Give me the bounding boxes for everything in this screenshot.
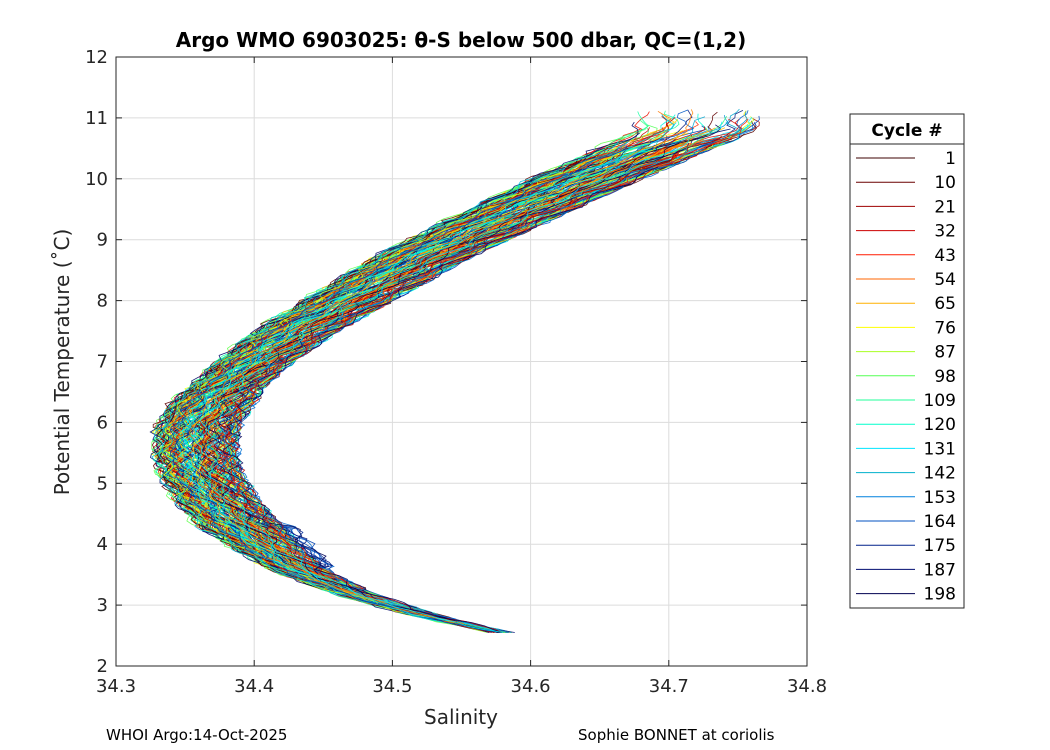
legend-label: 98 [934,367,956,387]
legend-label: 109 [924,391,956,411]
cycle-profile-line [169,127,664,585]
legend-label: 198 [924,585,956,605]
y-tick-label: 6 [97,412,108,433]
profile-lines [149,108,760,633]
legend-label: 43 [934,246,956,266]
chart-title: Argo WMO 6903025: θ-S below 500 dbar, QC… [176,28,746,52]
cycle-profile-line [169,145,628,633]
cycle-profile-line [151,168,566,633]
legend-label: 187 [924,560,956,580]
cycle-profile-line [178,143,647,582]
cycle-profile-line [225,137,729,633]
legend-label: 76 [934,318,956,338]
cycle-profile-line [223,166,659,633]
cycle-profile-line [202,127,716,633]
legend-label: 142 [924,464,956,484]
cycle-profile-line [193,132,689,613]
x-axis-ticks: 34.3 34.4 34.5 34.6 34.7 34.8 [96,57,827,697]
cycle-profile-line [171,114,675,606]
x-tick-label: 34.6 [511,676,551,697]
cycle-profile-line [194,167,620,633]
legend: Cycle # 1 10 21 32 43 54 65 76 87 98 109 120 131 142 1… [849,113,965,609]
legend-box [849,113,965,609]
cycle-profile-line [204,121,723,606]
legend-label: 175 [924,536,956,556]
legend-label: 87 [934,343,956,363]
y-axis-ticks: 2 3 4 5 6 7 8 9 10 11 12 [85,47,807,677]
x-tick-label: 34.8 [787,676,827,697]
y-tick-label: 9 [97,230,108,251]
y-tick-label: 4 [97,534,108,555]
y-tick-label: 2 [97,656,108,677]
legend-label: 32 [934,222,956,242]
legend-label: 120 [924,415,956,435]
x-tick-label: 34.7 [649,676,689,697]
legend-label: 164 [924,512,956,532]
x-tick-label: 34.4 [234,676,274,697]
footer-left: WHOI Argo:14-Oct-2025 [106,726,288,744]
cycle-profile-line [223,111,748,633]
y-axis-label: Potential Temperature (˚C) [50,229,74,496]
cycle-profile-line [186,109,694,624]
legend-label: 131 [924,439,956,459]
legend-label: 153 [924,488,956,508]
x-tick-label: 34.3 [96,676,136,697]
y-tick-label: 5 [97,473,108,494]
y-tick-label: 3 [97,595,108,616]
legend-label: 21 [934,197,956,217]
cycle-profile-line [183,149,656,623]
footer-right: Sophie BONNET at coriolis [578,726,775,744]
cycle-profile-line [216,163,659,581]
x-axis-label: Salinity [424,705,498,729]
legend-label: 1 [945,149,956,169]
y-tick-label: 10 [85,169,108,190]
legend-label: 10 [934,173,956,193]
y-tick-label: 8 [97,291,108,312]
x-tick-label: 34.5 [372,676,412,697]
cycle-profile-line [226,148,704,633]
y-tick-label: 12 [85,47,108,68]
legend-label: 65 [934,294,956,314]
legend-label: 54 [934,270,956,290]
legend-title: Cycle # [871,121,942,141]
y-tick-label: 11 [85,108,108,129]
y-tick-label: 7 [97,352,108,373]
